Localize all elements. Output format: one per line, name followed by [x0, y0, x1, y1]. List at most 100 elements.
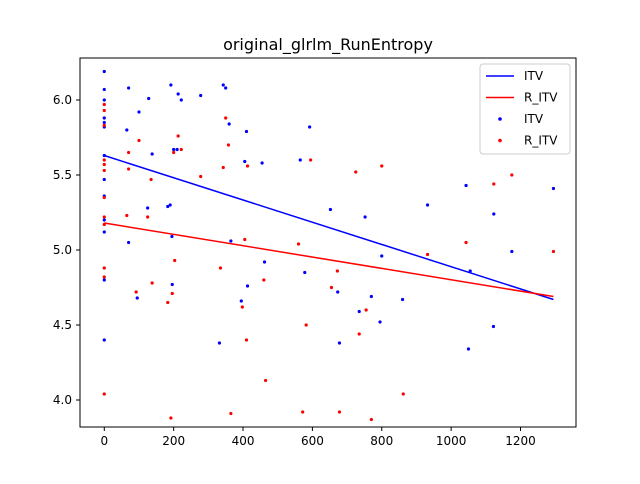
- x-axis: 0 200 400 600 800 1000 1200: [100, 427, 536, 448]
- point-itv: [169, 83, 173, 87]
- point-r-itv: [301, 410, 305, 414]
- point-r-itv: [510, 173, 514, 177]
- point-r-itv: [354, 170, 358, 174]
- point-itv: [425, 203, 430, 207]
- point-itv: [102, 230, 106, 234]
- y-tick-label: 4.0: [53, 393, 72, 407]
- point-itv: [492, 212, 496, 216]
- point-r-itv: [364, 308, 368, 312]
- point-itv: [245, 284, 250, 288]
- point-r-itv: [304, 323, 308, 327]
- point-r-itv: [199, 174, 203, 179]
- legend-swatch-marker-r-itv: [498, 138, 502, 143]
- point-r-itv: [335, 269, 339, 273]
- point-itv: [137, 110, 141, 114]
- point-itv: [170, 282, 174, 287]
- point-itv: [102, 87, 106, 92]
- chart-title: original_glrlm_RunEntropy: [223, 35, 433, 55]
- point-itv: [260, 161, 264, 165]
- point-itv: [551, 186, 556, 191]
- x-tick-label: 1000: [436, 434, 467, 448]
- point-itv: [369, 294, 373, 299]
- point-itv: [468, 269, 472, 273]
- point-itv: [102, 153, 106, 158]
- point-r-itv: [172, 150, 176, 155]
- point-r-itv: [263, 378, 268, 383]
- point-r-itv: [229, 411, 233, 416]
- point-r-itv: [146, 215, 150, 219]
- x-tick-label: 200: [162, 434, 185, 448]
- point-r-itv: [464, 240, 468, 245]
- point-r-itv: [262, 278, 266, 282]
- point-r-itv: [102, 195, 106, 200]
- point-itv: [378, 320, 382, 324]
- point-r-itv: [240, 305, 244, 309]
- point-itv: [168, 203, 172, 207]
- x-tick-label: 0: [100, 434, 108, 448]
- point-itv: [126, 240, 131, 245]
- point-itv: [510, 249, 514, 254]
- point-r-itv: [218, 266, 223, 270]
- point-itv: [336, 290, 340, 294]
- point-r-itv: [102, 392, 106, 396]
- point-itv: [102, 69, 106, 74]
- point-itv: [400, 297, 405, 302]
- point-itv: [135, 296, 139, 300]
- point-itv: [239, 299, 243, 303]
- point-r-itv: [245, 164, 250, 168]
- legend-swatch-marker-itv: [498, 117, 502, 121]
- point-itv: [221, 83, 225, 87]
- point-itv: [170, 234, 174, 239]
- point-r-itv: [169, 416, 173, 420]
- point-itv: [243, 159, 247, 164]
- point-itv: [464, 183, 468, 188]
- trend-line-itv: [104, 154, 554, 301]
- point-r-itv: [296, 242, 301, 246]
- point-r-itv: [102, 162, 106, 167]
- point-itv: [217, 341, 222, 345]
- point-r-itv: [224, 116, 228, 120]
- point-itv: [199, 93, 203, 98]
- y-tick-label: 5.5: [53, 168, 72, 182]
- point-itv: [224, 86, 228, 90]
- point-r-itv: [137, 138, 141, 143]
- point-itv: [126, 86, 131, 90]
- point-r-itv: [102, 102, 106, 107]
- point-itv: [308, 125, 312, 129]
- point-r-itv: [337, 410, 342, 414]
- legend-label-itv: ITV: [524, 69, 544, 83]
- point-itv: [491, 324, 496, 329]
- point-itv: [328, 207, 333, 212]
- point-itv: [229, 239, 233, 243]
- legend-label-itv: ITV: [524, 112, 544, 126]
- point-r-itv: [102, 168, 106, 173]
- point-r-itv: [166, 300, 170, 305]
- point-itv: [166, 204, 170, 209]
- point-itv: [175, 147, 179, 152]
- y-tick-label: 6.0: [53, 93, 72, 107]
- point-itv: [102, 177, 106, 182]
- point-itv: [125, 128, 129, 132]
- point-itv: [466, 347, 471, 351]
- point-r-itv: [134, 290, 138, 294]
- point-r-itv: [357, 332, 361, 336]
- point-itv: [146, 206, 150, 210]
- point-r-itv: [102, 266, 106, 270]
- point-itv: [172, 147, 176, 152]
- point-itv: [102, 218, 106, 222]
- point-itv: [179, 98, 183, 102]
- point-r-itv: [380, 164, 384, 168]
- x-tick-label: 1200: [505, 434, 536, 448]
- point-r-itv: [492, 182, 496, 186]
- point-itv: [363, 215, 367, 219]
- x-tick-label: 400: [232, 434, 255, 448]
- point-r-itv: [221, 165, 225, 170]
- legend-box: [479, 63, 571, 155]
- point-r-itv: [425, 252, 430, 257]
- x-tick-label: 800: [370, 434, 393, 448]
- point-itv: [244, 129, 249, 134]
- point-r-itv: [102, 123, 106, 128]
- point-r-itv: [102, 158, 106, 162]
- trend-line-r-itv: [104, 222, 554, 298]
